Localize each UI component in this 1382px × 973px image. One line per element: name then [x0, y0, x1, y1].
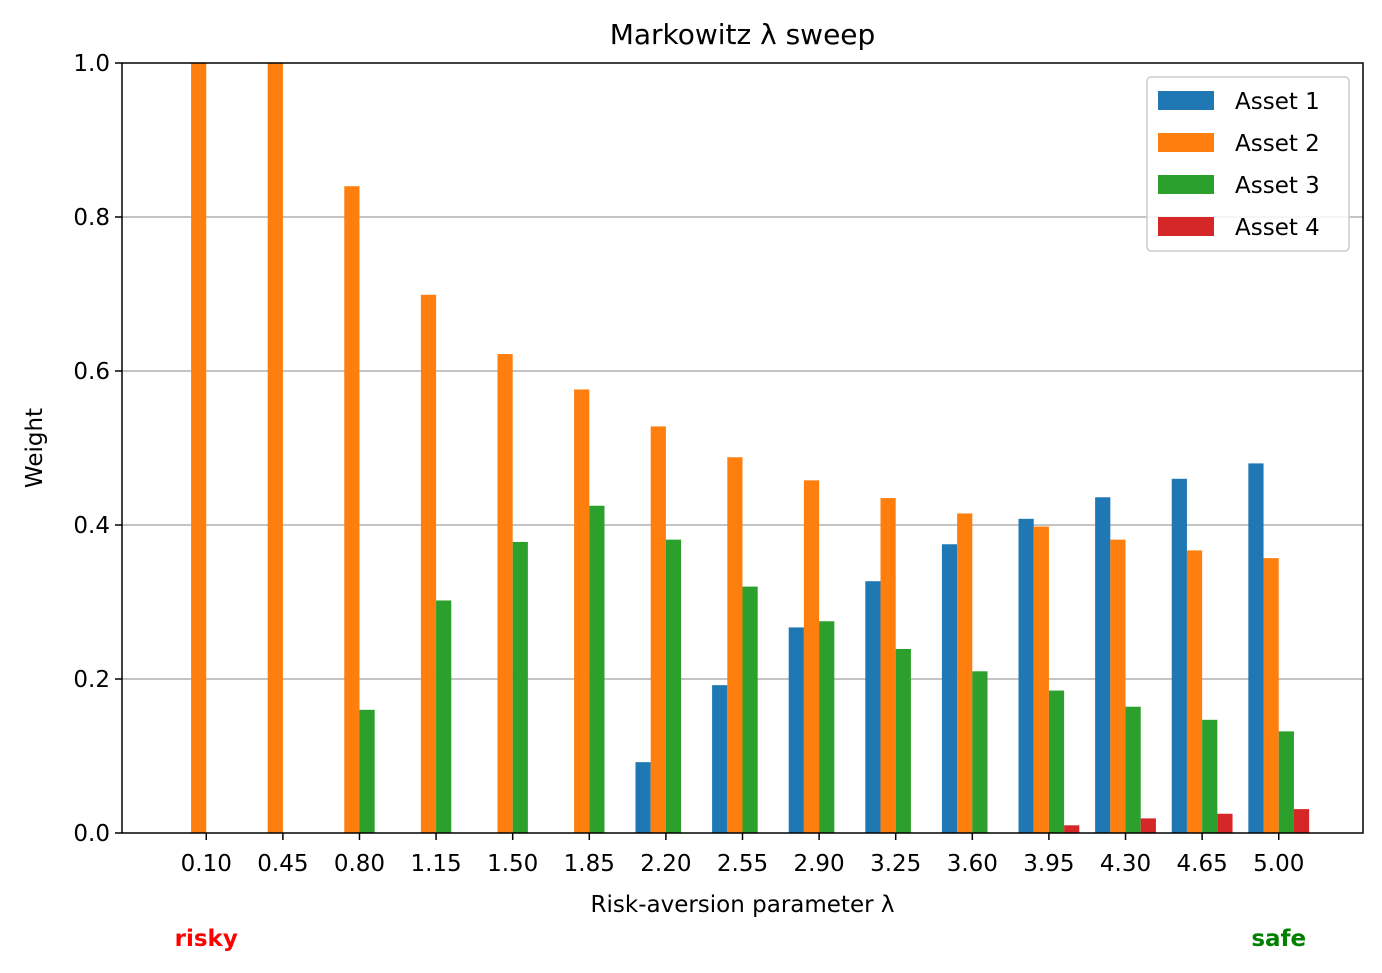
bar [819, 621, 835, 833]
bar [1095, 497, 1111, 833]
bar [436, 600, 452, 833]
x-axis-label: Risk-aversion parameter λ [591, 892, 895, 918]
y-tick-label: 0.8 [73, 205, 110, 231]
y-axis-label: Weight [22, 408, 48, 488]
bar [574, 389, 590, 833]
bar [1202, 719, 1218, 833]
bar [1263, 558, 1279, 833]
x-tick-label: 4.65 [1177, 851, 1228, 877]
bar [191, 63, 207, 833]
bar [941, 544, 958, 833]
x-tick-label: 4.30 [1100, 851, 1151, 877]
annotations: risky safe [175, 926, 1306, 952]
bar [359, 709, 375, 833]
x-tick-label: 0.45 [257, 851, 308, 877]
bar [497, 354, 513, 833]
bar [665, 539, 682, 833]
x-tick-label: 1.85 [564, 851, 615, 877]
bar [267, 63, 283, 833]
legend: Asset 1 Asset 2 Asset 3 Asset 4 [1146, 76, 1350, 252]
x-tick-label: 2.20 [640, 851, 691, 877]
y-axis: 0.0 0.2 0.4 0.6 0.8 1.0 [73, 51, 122, 847]
x-tick-label: 3.95 [1023, 851, 1074, 877]
bar [1064, 825, 1080, 833]
legend-entry: Asset 3 [1235, 173, 1320, 199]
bars [191, 63, 1310, 833]
x-tick-label: 3.25 [870, 851, 921, 877]
bar [1293, 809, 1310, 833]
bar [1278, 731, 1294, 833]
bar [865, 581, 881, 833]
x-tick-label: 5.00 [1253, 851, 1304, 877]
bar [788, 627, 804, 833]
y-tick-label: 0.4 [73, 513, 110, 539]
legend-entry: Asset 1 [1235, 89, 1320, 115]
bar [1171, 478, 1187, 833]
bar [1018, 518, 1034, 833]
bar [1125, 706, 1141, 833]
bar [344, 186, 360, 833]
x-tick-label: 2.55 [717, 851, 768, 877]
bar [420, 294, 437, 833]
bar [650, 426, 666, 833]
x-tick-label: 1.50 [487, 851, 538, 877]
x-axis: 0.10 0.45 0.80 1.15 1.50 1.85 2.20 2.55 2.90 3.25… [181, 833, 1304, 877]
annotation-label: safe [1251, 926, 1306, 952]
bar [895, 648, 911, 833]
bar [1110, 539, 1126, 833]
legend-swatch [1158, 91, 1214, 110]
y-tick-label: 0.0 [73, 821, 110, 847]
bar [972, 671, 988, 833]
y-tick-label: 1.0 [73, 51, 110, 77]
x-tick-label: 2.90 [793, 851, 844, 877]
legend-swatch [1158, 217, 1214, 236]
bar [742, 586, 758, 833]
bar [880, 498, 896, 833]
bar [1048, 690, 1065, 833]
y-tick-label: 0.2 [73, 667, 110, 693]
bar [512, 541, 528, 833]
x-tick-label: 0.80 [334, 851, 385, 877]
x-tick-label: 1.15 [410, 851, 461, 877]
bar [1217, 813, 1233, 833]
chart-title: Markowitz λ sweep [610, 18, 876, 51]
legend-entry: Asset 4 [1235, 215, 1320, 241]
bar [712, 685, 728, 833]
bar [635, 762, 651, 833]
bar [589, 505, 605, 833]
bar [727, 457, 743, 833]
legend-entry: Asset 2 [1235, 131, 1320, 157]
legend-box [1146, 76, 1350, 252]
bar [1140, 818, 1156, 833]
annotation-label: risky [175, 926, 238, 952]
bar [957, 513, 973, 833]
y-tick-label: 0.6 [73, 359, 110, 385]
bar [1033, 526, 1049, 833]
x-tick-label: 0.10 [181, 851, 232, 877]
bar [1248, 463, 1264, 833]
legend-swatch [1158, 133, 1214, 152]
x-tick-label: 3.60 [947, 851, 998, 877]
bar [803, 480, 820, 833]
bar [1186, 550, 1203, 833]
legend-swatch [1158, 175, 1214, 194]
